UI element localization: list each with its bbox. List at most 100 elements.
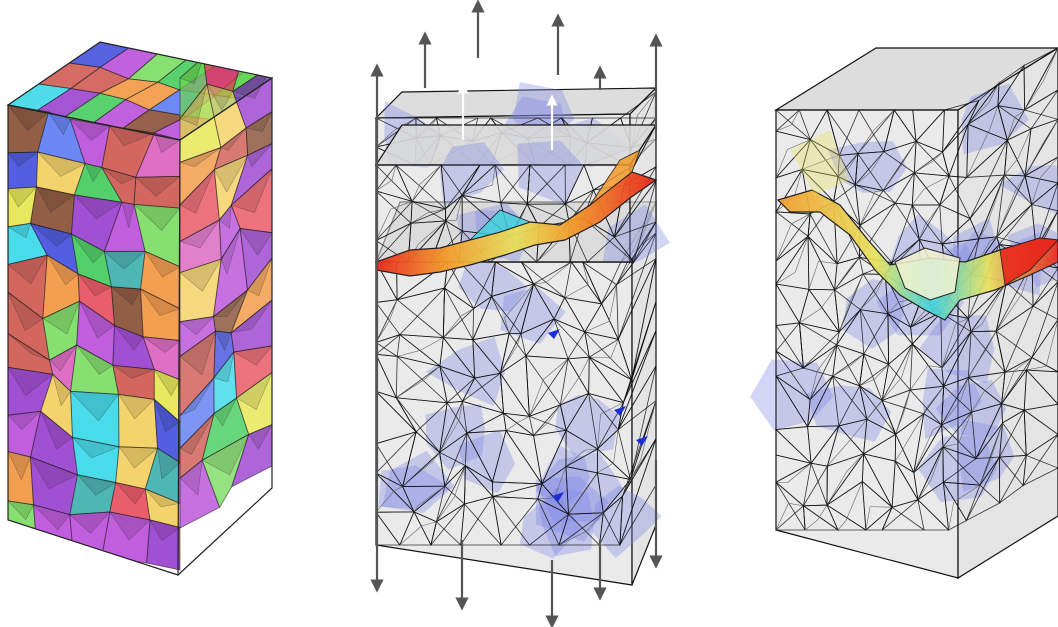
loaded-mesh-block (374, 82, 670, 586)
mesh-inner-edge (989, 236, 997, 242)
mesh-inner-edge (597, 462, 614, 474)
mesh-inner-edge (390, 201, 413, 210)
mesh-inner-edge (846, 453, 864, 472)
mesh-inner-edge (787, 463, 812, 483)
grain-facet (76, 344, 114, 375)
grain-facet (220, 127, 247, 151)
mesh-inner-edge (914, 160, 934, 174)
mesh-element (965, 456, 1001, 522)
damage-fragment (614, 406, 626, 416)
mesh-inner-edge (955, 318, 969, 324)
mesh-inner-edge (820, 289, 835, 309)
polycrystal-front-face (8, 104, 182, 571)
grain-facet (36, 151, 86, 177)
grain-facet (230, 168, 272, 213)
grain-facet (73, 194, 123, 219)
mesh-inner-edge (985, 330, 997, 350)
mesh-inner-edge (560, 375, 581, 406)
mesh-inner-edge (837, 166, 850, 177)
damage-fragment (548, 329, 560, 339)
mesh-inner-edge (930, 446, 944, 481)
polycrystal-outline (6, 41, 274, 576)
grain-facet (8, 291, 44, 332)
grain-facet (76, 474, 117, 496)
grain-facet (48, 344, 77, 372)
grain-facet (8, 410, 42, 430)
mesh-inner-edge (1040, 156, 1058, 179)
grain-facet (179, 147, 222, 167)
grain-facet (110, 286, 142, 306)
mesh-inner-edge (584, 321, 610, 333)
mesh-element (557, 511, 604, 546)
grain-facet (201, 433, 250, 476)
mesh-inner-edge (986, 174, 1005, 227)
mesh-inner-edge (860, 293, 877, 310)
mesh-inner-edge (981, 282, 1007, 325)
mesh-inner-edge (848, 353, 865, 368)
mesh-inner-edge (873, 109, 895, 131)
grain (233, 345, 272, 399)
mesh-inner-edge (1017, 128, 1032, 159)
damage-fragment (636, 436, 648, 446)
mesh-inner-edge (799, 308, 822, 324)
mesh-inner-edge (456, 195, 463, 221)
grain-facet (35, 186, 76, 213)
mesh-inner-edge (533, 421, 549, 436)
damage-fragment (552, 492, 564, 502)
mesh-element (881, 506, 926, 531)
mesh-inner-edge (492, 164, 496, 185)
mesh-element (633, 180, 657, 263)
grain-facet (179, 459, 203, 496)
grain-facet (206, 83, 234, 112)
grain-facet (69, 118, 111, 141)
mesh-element (802, 505, 840, 531)
mesh-inner-edge (545, 261, 572, 283)
grain-facet (145, 488, 182, 508)
mesh-inner-edge (901, 343, 913, 378)
mesh-inner-edge (548, 404, 561, 422)
mesh-inner-edge (971, 391, 985, 413)
grain-tint (439, 142, 504, 206)
grain (245, 110, 272, 156)
mesh-inner-edge (396, 379, 424, 399)
mesh-inner-edge (967, 102, 990, 125)
mesh-inner-edge (919, 225, 925, 240)
grain-facet (112, 364, 155, 379)
mesh-inner-edge (927, 365, 942, 368)
grain-facet (179, 219, 220, 249)
mesh-inner-edge (887, 301, 899, 315)
mesh-inner-edge (988, 82, 1000, 103)
grain-facet (213, 351, 235, 383)
grain-tint (922, 368, 983, 440)
mesh-inner-edge (809, 370, 818, 400)
mesh-inner-edge (554, 466, 567, 498)
mesh-inner-edge (613, 429, 619, 464)
mesh-inner-edge (521, 204, 528, 217)
grain-facet (8, 333, 50, 361)
mesh-inner-edge (895, 196, 901, 204)
grain-facet (213, 397, 237, 427)
mesh-inner-edge (1043, 119, 1058, 143)
grain-facet (179, 377, 215, 416)
mesh-inner-edge (913, 429, 934, 473)
mesh-inner-edge (586, 472, 598, 490)
mesh-inner-edge (855, 171, 872, 185)
mesh-inner-edge (882, 164, 902, 191)
grain-facet (8, 500, 34, 521)
grain-tint (425, 404, 485, 470)
mesh-inner-edge (870, 151, 885, 172)
mesh-inner-edge (817, 504, 828, 520)
mesh-inner-edge (399, 525, 422, 546)
polycrystal-right-face (179, 42, 272, 529)
grain-facet (52, 373, 72, 407)
grain (230, 423, 272, 488)
mesh-inner-edge (788, 502, 804, 507)
mesh-element (430, 520, 462, 546)
grain-facet (109, 125, 156, 147)
mesh-inner-edge (941, 323, 956, 368)
grain-facet (84, 163, 103, 183)
mesh-inner-edge (966, 129, 990, 178)
mesh-inner-edge (775, 223, 792, 262)
mesh-inner-edge (802, 159, 828, 170)
